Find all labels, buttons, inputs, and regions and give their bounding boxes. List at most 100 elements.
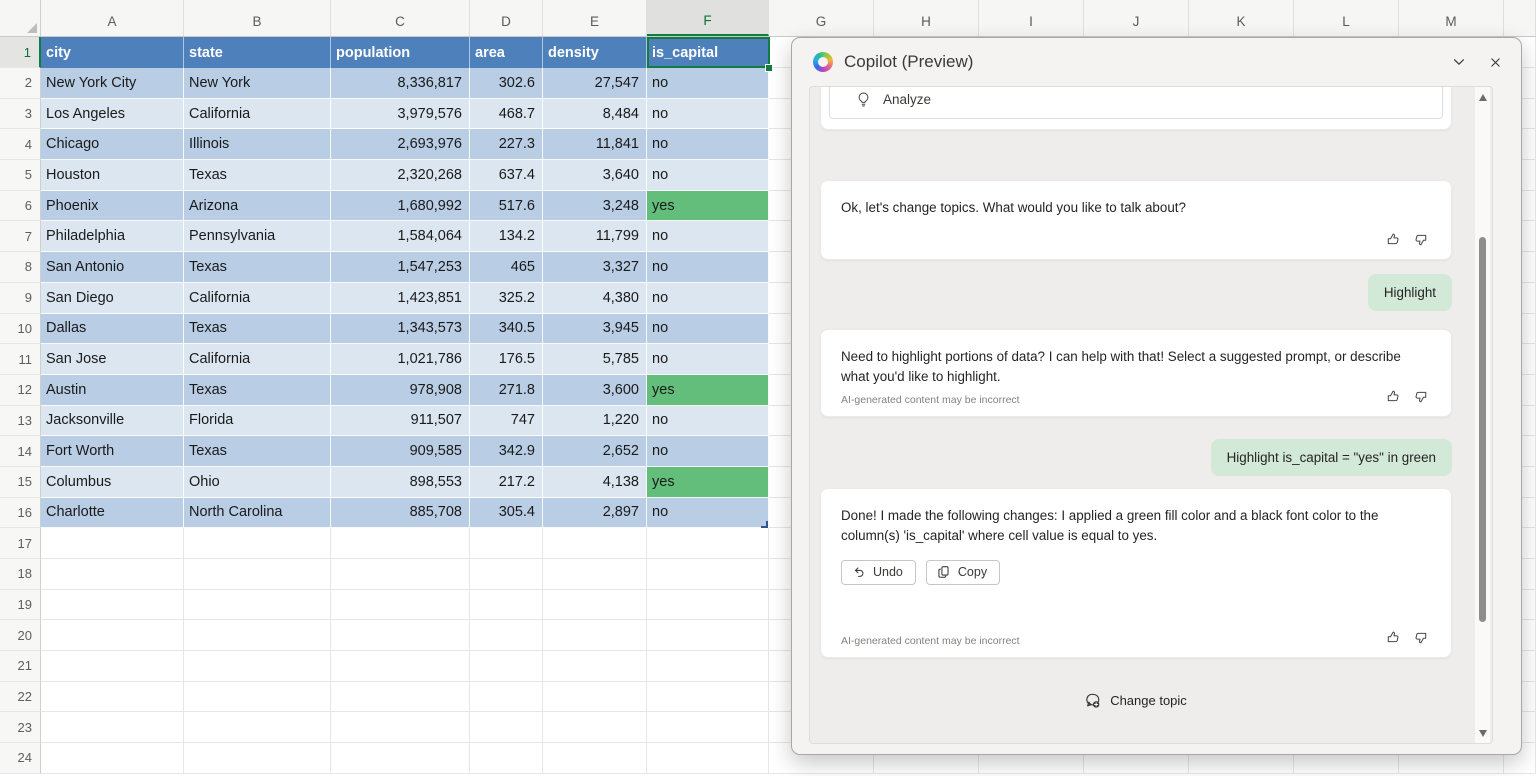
cell[interactable]: no — [647, 252, 769, 283]
cell[interactable] — [470, 620, 543, 652]
cell[interactable] — [470, 681, 543, 713]
header-cell-area[interactable]: area — [470, 37, 543, 68]
thumbs-up-button[interactable] — [1383, 230, 1402, 249]
cell[interactable]: 217.2 — [470, 466, 543, 498]
column-header-M[interactable]: M — [1399, 0, 1504, 36]
row-header-22[interactable]: 22 — [0, 681, 41, 713]
cell[interactable]: yes — [647, 374, 769, 406]
column-header-H[interactable]: H — [874, 0, 979, 36]
cell[interactable] — [470, 712, 543, 744]
row-header-18[interactable]: 18 — [0, 559, 41, 590]
cell[interactable]: 176.5 — [470, 344, 543, 375]
cell[interactable]: California — [184, 282, 331, 314]
cell[interactable] — [41, 712, 184, 744]
cell[interactable] — [184, 559, 331, 590]
cell[interactable] — [543, 559, 647, 590]
cell[interactable] — [184, 743, 331, 774]
cell[interactable] — [184, 712, 331, 744]
cell[interactable] — [470, 528, 543, 559]
row-header-20[interactable]: 20 — [0, 620, 41, 652]
cell[interactable] — [184, 651, 331, 682]
cell[interactable]: 3,327 — [543, 252, 647, 283]
cell[interactable]: 11,841 — [543, 129, 647, 161]
row-header-16[interactable]: 16 — [0, 497, 41, 529]
row-header-8[interactable]: 8 — [0, 252, 41, 283]
column-header-partial[interactable] — [1504, 0, 1536, 36]
cell[interactable]: 11,799 — [543, 221, 647, 253]
cell[interactable]: Texas — [184, 160, 331, 191]
cell[interactable]: San Jose — [41, 344, 184, 375]
cell[interactable] — [41, 743, 184, 774]
row-header-21[interactable]: 21 — [0, 651, 41, 682]
cell[interactable]: no — [647, 282, 769, 314]
header-cell-density[interactable]: density — [543, 37, 647, 68]
row-header-23[interactable]: 23 — [0, 712, 41, 744]
cell[interactable]: California — [184, 344, 331, 375]
cell[interactable]: no — [647, 221, 769, 253]
row-header-10[interactable]: 10 — [0, 313, 41, 345]
row-header-7[interactable]: 7 — [0, 221, 41, 253]
cell[interactable]: 637.4 — [470, 160, 543, 191]
cell[interactable]: Dallas — [41, 313, 184, 345]
header-cell-is_capital[interactable]: is_capital — [647, 37, 769, 68]
row-header-5[interactable]: 5 — [0, 160, 41, 191]
row-header-9[interactable]: 9 — [0, 282, 41, 314]
cell[interactable]: 1,220 — [543, 405, 647, 437]
cell[interactable]: 2,897 — [543, 497, 647, 529]
cell[interactable]: no — [647, 344, 769, 375]
column-header-G[interactable]: G — [769, 0, 874, 36]
cell[interactable]: Jacksonville — [41, 405, 184, 437]
column-header-I[interactable]: I — [979, 0, 1084, 36]
cell[interactable] — [331, 743, 470, 774]
cell[interactable]: 1,343,573 — [331, 313, 470, 345]
row-header-24[interactable]: 24 — [0, 743, 41, 774]
column-header-F[interactable]: F — [647, 0, 769, 36]
cell[interactable]: 3,248 — [543, 190, 647, 222]
cell[interactable]: 27,547 — [543, 68, 647, 99]
column-header-J[interactable]: J — [1084, 0, 1189, 36]
cell[interactable] — [184, 681, 331, 713]
cell[interactable]: 340.5 — [470, 313, 543, 345]
copy-button[interactable]: Copy — [925, 560, 1001, 586]
select-all-corner[interactable] — [0, 0, 41, 36]
cell[interactable]: Illinois — [184, 129, 331, 161]
cell[interactable]: Texas — [184, 252, 331, 283]
cell[interactable]: 747 — [470, 405, 543, 437]
cell[interactable] — [41, 620, 184, 652]
cell[interactable]: 2,693,976 — [331, 129, 470, 161]
cell[interactable]: 8,484 — [543, 98, 647, 130]
cell[interactable] — [41, 681, 184, 713]
cell[interactable]: New York City — [41, 68, 184, 99]
thumbs-up-button[interactable] — [1383, 628, 1402, 647]
cell[interactable] — [184, 620, 331, 652]
cell[interactable]: 5,785 — [543, 344, 647, 375]
cell[interactable]: 302.6 — [470, 68, 543, 99]
cell[interactable] — [647, 620, 769, 652]
cell[interactable]: Houston — [41, 160, 184, 191]
cell[interactable] — [543, 620, 647, 652]
cell[interactable] — [331, 528, 470, 559]
cell[interactable] — [331, 620, 470, 652]
cell[interactable] — [41, 559, 184, 590]
row-header-17[interactable]: 17 — [0, 528, 41, 559]
cell[interactable]: 468.7 — [470, 98, 543, 130]
column-header-D[interactable]: D — [470, 0, 543, 36]
chat-scrollbar[interactable] — [1475, 87, 1490, 743]
cell[interactable]: 1,423,851 — [331, 282, 470, 314]
cell[interactable] — [331, 559, 470, 590]
cell[interactable]: yes — [647, 190, 769, 222]
cell[interactable]: 1,680,992 — [331, 190, 470, 222]
cell[interactable]: Texas — [184, 374, 331, 406]
cell[interactable]: yes — [647, 466, 769, 498]
cell[interactable]: no — [647, 436, 769, 467]
cell[interactable]: Ohio — [184, 466, 331, 498]
cell[interactable]: no — [647, 68, 769, 99]
cell[interactable] — [647, 528, 769, 559]
cell[interactable]: Philadelphia — [41, 221, 184, 253]
cell[interactable]: North Carolina — [184, 497, 331, 529]
scroll-up-arrow[interactable] — [1475, 89, 1490, 105]
row-header-14[interactable]: 14 — [0, 436, 41, 467]
cell[interactable] — [647, 681, 769, 713]
cell[interactable] — [647, 589, 769, 621]
row-header-3[interactable]: 3 — [0, 98, 41, 130]
